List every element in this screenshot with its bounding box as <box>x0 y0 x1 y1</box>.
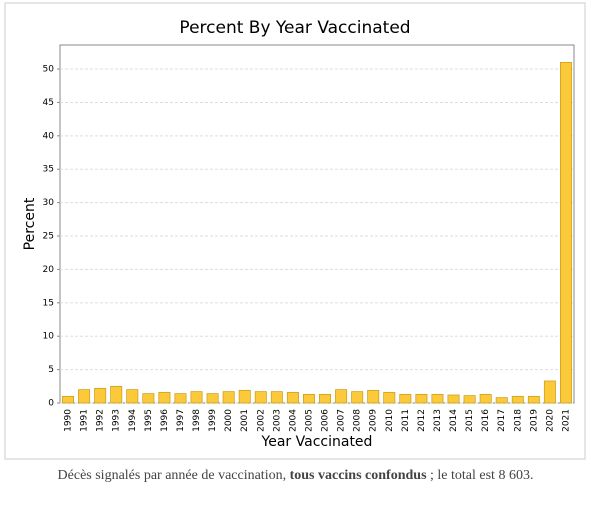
x-tick-label: 1993 <box>112 409 122 432</box>
x-tick-label: 2011 <box>401 409 411 432</box>
x-tick-label: 2001 <box>240 409 250 432</box>
x-tick-label: 1990 <box>64 409 74 432</box>
x-tick-label: 2002 <box>256 409 266 432</box>
x-tick-label: 2020 <box>545 409 555 432</box>
x-axis-label: Year Vaccinated <box>261 434 373 450</box>
caption-bold: tous vaccins confondus <box>289 468 427 483</box>
y-tick-label: 40 <box>43 131 55 141</box>
plot-area <box>59 44 575 404</box>
bar <box>431 393 444 404</box>
bar <box>62 395 75 404</box>
x-tick-label: 2012 <box>417 409 427 432</box>
bar <box>254 391 267 404</box>
chart-title: Percent By Year Vaccinated <box>179 18 410 38</box>
y-tick-label: 35 <box>43 165 54 175</box>
bar <box>94 387 107 404</box>
bar <box>527 395 540 404</box>
bar <box>222 391 235 404</box>
x-tick-label: 2000 <box>224 409 234 432</box>
x-tick-label: 2016 <box>481 409 491 432</box>
caption: Décès signalés par année de vaccination,… <box>0 468 591 484</box>
x-tick-label: 1994 <box>128 409 138 432</box>
bar <box>351 391 364 404</box>
x-tick-label: 2004 <box>288 409 298 432</box>
bar <box>335 389 348 404</box>
caption-text: ; le total est 8 603. <box>426 468 534 483</box>
x-tick-label: 2019 <box>529 409 539 432</box>
y-tick-label: 45 <box>43 98 54 108</box>
x-tick-label: 2005 <box>304 409 314 432</box>
y-tick-label: 15 <box>43 298 54 308</box>
bar <box>367 389 380 404</box>
bar <box>206 393 219 404</box>
x-tick-label: 2009 <box>369 409 379 432</box>
y-axis-label: Percent <box>22 197 38 250</box>
x-tick-label: 2014 <box>449 409 459 432</box>
bar <box>174 393 187 404</box>
bar <box>495 397 508 404</box>
x-tick-label: 1995 <box>144 409 154 432</box>
bar <box>511 395 524 404</box>
bar <box>559 62 572 404</box>
x-tick-label: 1991 <box>80 409 90 432</box>
x-tick-label: 1998 <box>192 409 202 432</box>
x-tick-label: 1996 <box>160 409 170 432</box>
x-tick-label: 2008 <box>353 409 363 432</box>
bar <box>447 394 460 404</box>
x-tick-label: 2017 <box>497 409 507 432</box>
bar <box>302 393 315 404</box>
x-tick-label: 2010 <box>385 409 395 432</box>
x-tick-label: 2013 <box>433 409 443 432</box>
bar <box>543 380 556 404</box>
x-tick-label: 2007 <box>337 409 347 432</box>
y-tick-label: 30 <box>43 198 55 208</box>
y-tick-label: 0 <box>48 399 54 409</box>
bar <box>238 389 251 404</box>
bar <box>479 393 492 404</box>
bar <box>78 389 91 404</box>
y-tick-label: 25 <box>43 232 54 242</box>
y-tick-label: 20 <box>43 265 55 275</box>
x-tick-label: 2003 <box>272 409 282 432</box>
bar <box>319 393 332 404</box>
y-tick-label: 10 <box>43 332 55 342</box>
x-tick-label: 2021 <box>561 409 571 432</box>
x-tick-label: 2018 <box>513 409 523 432</box>
bar <box>190 391 203 404</box>
caption-text: Décès signalés par année de vaccination, <box>57 468 290 483</box>
y-tick-label: 50 <box>43 65 55 75</box>
x-tick-label: 1992 <box>96 409 106 432</box>
bar <box>383 391 396 404</box>
x-tick-label: 1997 <box>176 409 186 432</box>
bar <box>286 391 299 404</box>
bar <box>126 389 139 404</box>
x-tick-label: 1999 <box>208 409 218 432</box>
bar <box>270 391 283 404</box>
chart: Percent By Year Vaccinated Percent Year … <box>4 2 586 460</box>
bar <box>415 393 428 404</box>
x-tick-label: 2015 <box>465 409 475 432</box>
x-tick-label: 2006 <box>321 409 331 432</box>
bar <box>399 393 412 404</box>
y-tick-label: 5 <box>48 365 54 375</box>
bar <box>142 393 155 404</box>
bar <box>463 395 476 404</box>
bar <box>110 385 123 404</box>
bar <box>158 391 171 404</box>
